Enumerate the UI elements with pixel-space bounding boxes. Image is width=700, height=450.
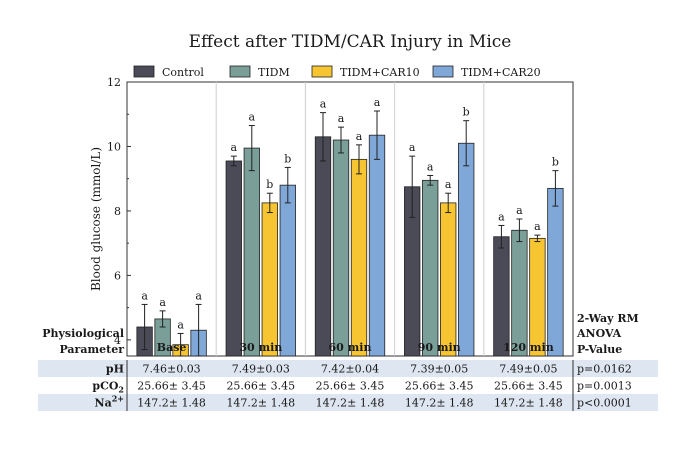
significance-label: a [374, 96, 381, 109]
category-label: Base [157, 341, 187, 354]
table-cell: 7.39±0.05 [410, 363, 468, 376]
table-cell: 25.66± 3.45 [137, 380, 206, 393]
row-label: pH [106, 363, 124, 376]
category-labels: Base 30 min 60 min 90 min 120 min [157, 341, 554, 354]
y-tick-label: 6 [114, 269, 121, 282]
significance-label: a [141, 289, 148, 302]
significance-label: a [409, 141, 416, 154]
bar [529, 237, 546, 357]
table-cell: 147.2± 1.48 [494, 397, 563, 410]
significance-label: b [284, 152, 291, 165]
table-cell: 147.2± 1.48 [405, 397, 474, 410]
table-header-left: Physiological [42, 327, 124, 340]
table-cell: 7.42±0.04 [321, 363, 379, 376]
row-shading [38, 394, 658, 411]
p-value: p<0.0001 [577, 397, 632, 410]
legend-label: TIDM+CAR10 [340, 66, 420, 79]
table-header-right: ANOVA [576, 327, 622, 340]
legend-swatch [133, 65, 155, 78]
bar [243, 147, 260, 357]
table-cell: 25.66± 3.45 [316, 380, 385, 393]
bar [332, 139, 350, 357]
legend-item: Control [133, 65, 204, 79]
legend-label: Control [162, 66, 204, 79]
legend-swatch [432, 65, 454, 78]
legend-item: TIDM+CAR10 [311, 65, 420, 79]
legend-item: TIDM [229, 65, 290, 79]
bar [279, 184, 296, 357]
legend-swatch [229, 65, 251, 78]
significance-label: a [159, 296, 166, 309]
y-tick-label: 8 [114, 205, 121, 218]
significance-label: a [445, 178, 452, 191]
table-row: pH 7.46±0.03 7.49±0.03 7.42±0.04 7.39±0.05 7.… [38, 360, 658, 377]
significance-label: a [338, 112, 345, 125]
bar [422, 179, 439, 357]
significance-label: a [427, 160, 434, 173]
category-label: 90 min [418, 341, 461, 354]
bar [350, 158, 368, 357]
significance-label: b [463, 106, 470, 119]
bar [493, 236, 510, 357]
bar [314, 136, 332, 357]
legend-label: TIDM+CAR20 [461, 66, 541, 79]
table-header-left: Parameter [59, 343, 124, 356]
y-tick-label: 10 [107, 140, 121, 153]
category-label: 120 min [503, 341, 554, 354]
table-cell: 147.2± 1.48 [137, 397, 206, 410]
significance-label: a [249, 111, 256, 124]
table-header-right: P-Value [577, 343, 622, 356]
chart-title: Effect after TIDM/CAR Injury in Mice [189, 32, 512, 52]
significance-label: a [320, 98, 327, 111]
bar [261, 202, 278, 357]
gridlines [215, 82, 485, 356]
p-value: p=0.0162 [577, 363, 632, 376]
significance-label: a [516, 204, 523, 217]
significance-label: a [195, 289, 202, 302]
table-row: Na2+ 147.2± 1.48 147.2± 1.48 147.2± 1.48 147… [38, 394, 658, 411]
plot-frame [126, 81, 574, 357]
table-cell: 25.66± 3.45 [405, 380, 474, 393]
bar [547, 187, 564, 357]
table-cell: 7.46±0.03 [142, 363, 200, 376]
y-tick-label: 4 [114, 334, 121, 347]
bar [225, 160, 242, 357]
table-cell: 25.66± 3.45 [226, 380, 295, 393]
table-cell: 25.66± 3.45 [494, 380, 563, 393]
significance-label: a [231, 141, 238, 154]
row-label: Na2+ [95, 394, 124, 410]
significance-label: b [266, 178, 273, 191]
bar [368, 134, 386, 357]
y-axis-label: Blood glucose (mmol/L) [89, 147, 103, 291]
table-cell: 147.2± 1.48 [226, 397, 295, 410]
category-label: 30 min [239, 341, 282, 354]
row-shading [38, 360, 658, 377]
significance-label: a [177, 318, 184, 331]
significance-label: a [356, 130, 363, 143]
legend-item: TIDM+CAR20 [432, 65, 541, 79]
bar [458, 142, 475, 357]
p-value: p=0.0013 [577, 380, 632, 393]
table-row: pCO2 25.66± 3.45 25.66± 3.45 25.66± 3.45 25.… [92, 380, 631, 395]
table-cell: 147.2± 1.48 [316, 397, 385, 410]
significance-label: b [552, 156, 559, 169]
significance-label: a [534, 220, 541, 233]
row-label: pCO2 [92, 380, 124, 395]
legend-label: TIDM [258, 66, 290, 79]
table-cell: 7.49±0.03 [232, 363, 290, 376]
y-axis-ticks: 4 6 8 10 12 [107, 76, 131, 347]
legend-swatch [311, 65, 333, 78]
significance-label: a [498, 210, 505, 223]
category-label: 60 min [329, 341, 372, 354]
bar [440, 202, 457, 357]
table-header-right: 2-Way RM [577, 312, 639, 325]
bar [511, 229, 528, 357]
table-cell: 7.49±0.05 [499, 363, 557, 376]
y-tick-label: 12 [107, 76, 121, 89]
legend: Control TIDM TIDM+CAR10 TIDM+CAR20 [133, 65, 541, 79]
data-table: Physiological Parameter 2-Way RM ANOVA P-Val… [38, 312, 658, 411]
